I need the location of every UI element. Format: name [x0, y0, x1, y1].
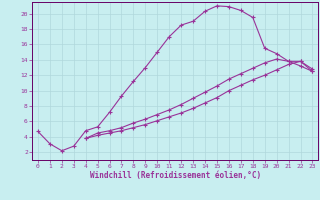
X-axis label: Windchill (Refroidissement éolien,°C): Windchill (Refroidissement éolien,°C) — [90, 171, 261, 180]
